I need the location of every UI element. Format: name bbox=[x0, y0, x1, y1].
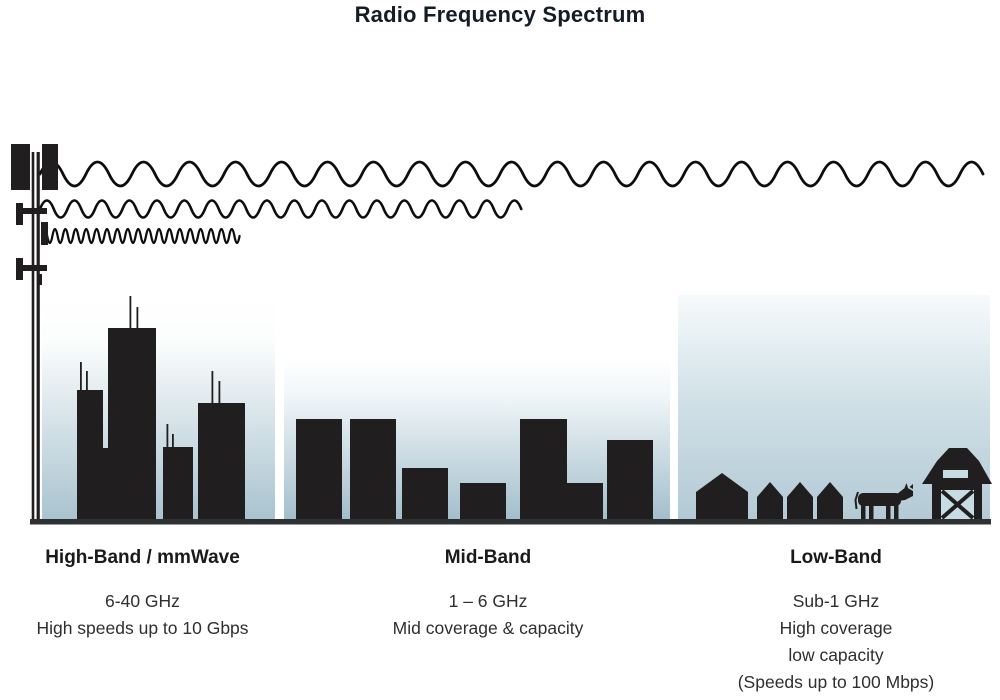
page-title: Radio Frequency Spectrum bbox=[354, 2, 646, 27]
low-band-frequency-range: Sub-1 GHz bbox=[792, 591, 880, 611]
medium-wavelength-wave-icon bbox=[38, 199, 523, 219]
high-band-frequency-range: 6-40 GHz bbox=[105, 591, 180, 611]
low-band-description: High coverage bbox=[779, 618, 893, 638]
mid-rise-buildings-icon bbox=[296, 419, 653, 519]
barn-icon bbox=[922, 448, 992, 520]
radio-waves bbox=[38, 160, 985, 245]
low-band-description: (Speeds up to 100 Mbps) bbox=[737, 672, 935, 692]
house-icon bbox=[817, 482, 843, 519]
rural-houses-cow-barn-icon bbox=[696, 448, 992, 520]
long-wavelength-wave-icon bbox=[38, 160, 985, 188]
mid-band-description: Mid coverage & capacity bbox=[392, 618, 584, 638]
cow-icon bbox=[854, 483, 913, 519]
house-icon bbox=[757, 482, 783, 519]
house-icon bbox=[787, 482, 813, 519]
house-icon bbox=[696, 473, 748, 519]
short-wavelength-wave-icon bbox=[40, 227, 241, 245]
mid-band-title: Mid-Band bbox=[444, 547, 532, 568]
low-band-details: Sub-1 GHz High coverage low capacity (Sp… bbox=[704, 588, 968, 696]
ground-line bbox=[30, 519, 991, 525]
mid-band-details: 1 – 6 GHz Mid coverage & capacity bbox=[356, 588, 620, 642]
high-band-details: 6-40 GHz High speeds up to 10 Gbps bbox=[15, 588, 270, 642]
low-band-label-block: Low-Band Sub-1 GHz High coverage low cap… bbox=[704, 546, 968, 696]
low-band-title: Low-Band bbox=[790, 547, 882, 568]
mid-band-label-block: Mid-Band 1 – 6 GHz Mid coverage & capaci… bbox=[356, 546, 620, 642]
mid-band-frequency-range: 1 – 6 GHz bbox=[448, 591, 528, 611]
high-band-description: High speeds up to 10 Gbps bbox=[36, 618, 249, 638]
spectrum-illustration bbox=[11, 144, 992, 525]
cell-tower-icon bbox=[11, 144, 58, 519]
city-skyscrapers-icon bbox=[77, 296, 245, 519]
low-band-description: low capacity bbox=[788, 645, 884, 665]
high-band-title: High-Band / mmWave bbox=[45, 547, 240, 568]
high-band-label-block: High-Band / mmWave 6-40 GHz High speeds … bbox=[15, 546, 270, 642]
